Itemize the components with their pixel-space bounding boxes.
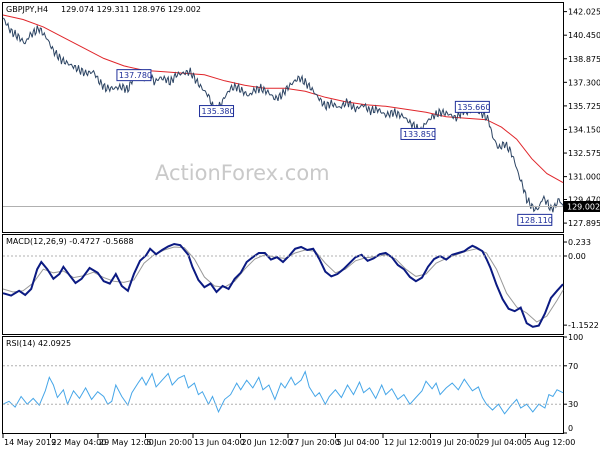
price-tick-label: 138.875 bbox=[568, 55, 600, 64]
x-tick-label: 5 Jul 04:00 bbox=[337, 438, 380, 447]
price-tick-label: 134.150 bbox=[568, 125, 600, 134]
macd-signal-line bbox=[2, 246, 564, 323]
annotation-box bbox=[517, 213, 553, 226]
rsi-tick-label: 0 bbox=[568, 424, 573, 433]
annotation-label: 128.110 bbox=[520, 216, 553, 225]
annotation-label: 133.850 bbox=[403, 130, 436, 139]
rsi-title: RSI(14) 42.0925 bbox=[6, 339, 71, 348]
last-price-value: 129.002 bbox=[567, 203, 600, 212]
rsi-line bbox=[2, 370, 564, 415]
price-tick-label: 137.300 bbox=[568, 78, 600, 87]
x-tick-label: 19 Jul 20:00 bbox=[432, 438, 480, 447]
last-price-tag bbox=[564, 201, 600, 212]
x-tick-label: 12 Jul 12:00 bbox=[384, 438, 432, 447]
x-tick-label: 13 Jun 04:00 bbox=[194, 438, 245, 447]
macd-title: MACD(12,26,9) -0.4727 -0.5688 bbox=[6, 237, 134, 246]
price-tick-label: 129.470 bbox=[568, 196, 600, 205]
annotation-label: 137.780 bbox=[119, 71, 152, 80]
watermark: ActionForex.com bbox=[155, 161, 330, 185]
annotation-box bbox=[454, 100, 490, 113]
x-tick-label: 27 Jun 20:00 bbox=[289, 438, 340, 447]
x-tick-label: 29 May 12:00 bbox=[99, 438, 154, 447]
rsi-panel bbox=[2, 336, 564, 434]
macd-line bbox=[2, 242, 564, 328]
x-tick-label: 22 May 04:00 bbox=[52, 438, 107, 447]
x-tick-label: 5 Aug 12:00 bbox=[527, 438, 576, 447]
price-tick-label: 140.450 bbox=[568, 31, 600, 40]
annotation-label: 135.380 bbox=[202, 107, 235, 116]
rsi-tick-label: 100 bbox=[568, 333, 583, 342]
macd-tick-label: 0.00 bbox=[568, 252, 586, 261]
annotation-box bbox=[400, 127, 436, 140]
chart-title: GBPJPY,H4 bbox=[6, 5, 48, 14]
price-tick-label: 131.000 bbox=[568, 173, 600, 182]
annotation-label: 135.660 bbox=[457, 103, 490, 112]
rsi-tick-label: 70 bbox=[568, 362, 578, 371]
price-panel bbox=[2, 2, 564, 233]
price-tick-label: 132.575 bbox=[568, 149, 600, 158]
annotation-box bbox=[199, 105, 235, 118]
annotation-box bbox=[116, 69, 152, 82]
ohlc-values: 129.074 129.311 128.976 129.002 bbox=[61, 5, 201, 14]
macd-tick-label: -1.1522 bbox=[568, 321, 599, 330]
price-tick-label: 127.895 bbox=[568, 219, 600, 228]
x-tick-label: 5 Jun 20:00 bbox=[147, 438, 193, 447]
price-tick-label: 135.725 bbox=[568, 102, 600, 111]
x-tick-label: 20 Jun 12:00 bbox=[242, 438, 293, 447]
x-tick-label: 29 Jul 04:00 bbox=[479, 438, 527, 447]
macd-panel bbox=[2, 234, 564, 335]
x-tick-label: 14 May 2019 bbox=[4, 438, 56, 447]
rsi-tick-label: 30 bbox=[568, 400, 578, 409]
price-tick-label: 142.025 bbox=[568, 8, 600, 17]
macd-tick-label: 0.233 bbox=[568, 238, 591, 247]
